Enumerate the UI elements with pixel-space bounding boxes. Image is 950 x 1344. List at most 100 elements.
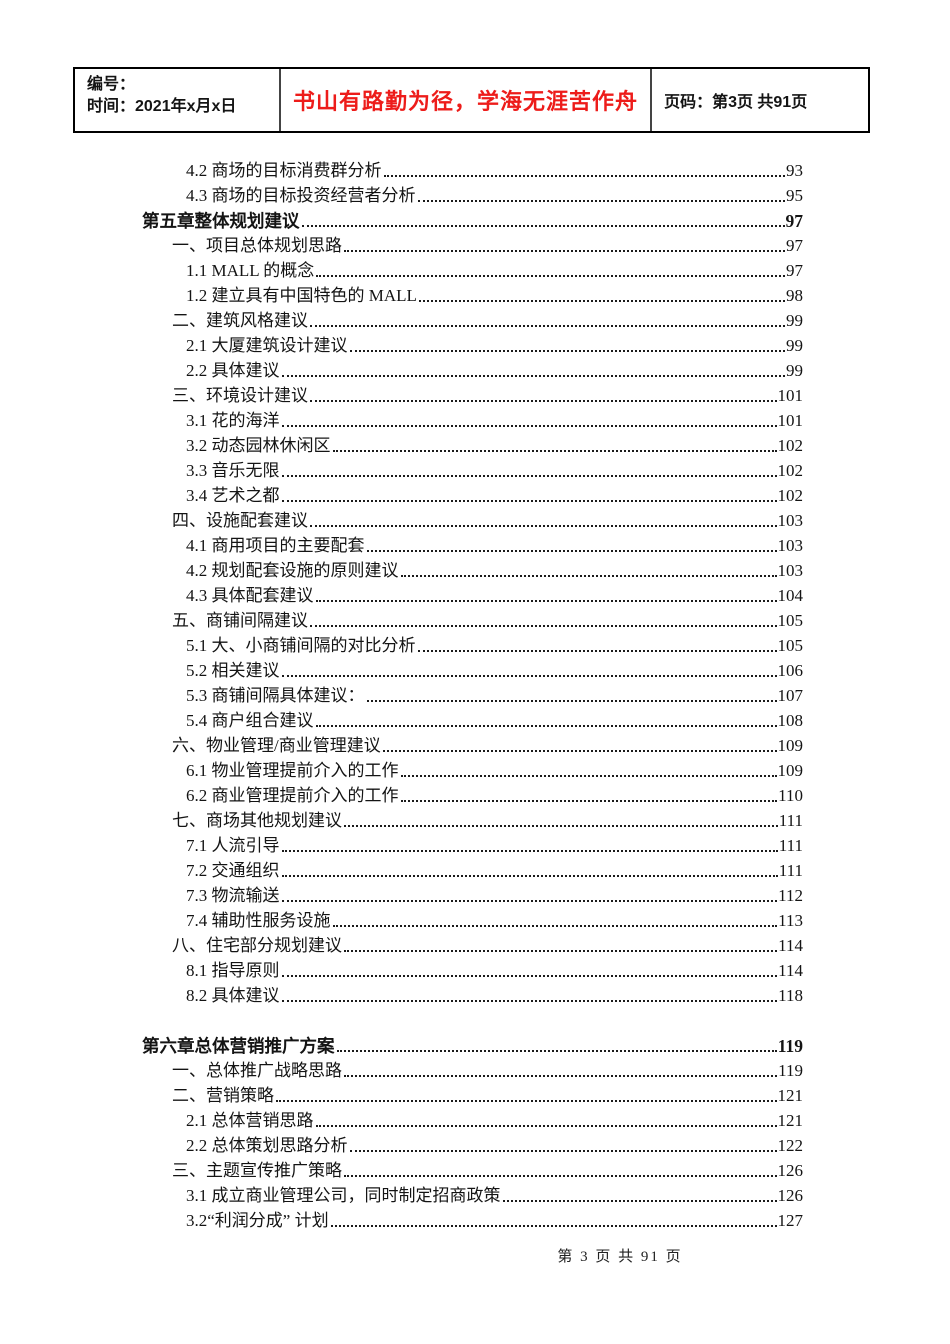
toc-entry[interactable]: 5.4 商户组合建议 108 [142,708,803,733]
toc-entry[interactable]: 3.2 动态园林休闲区 102 [142,433,803,458]
toc-entry-title: 二、建筑风格建议 [172,311,308,330]
toc-entry-title: 7.1 人流引导 [186,836,280,855]
toc-leader-dots [382,750,777,752]
toc-leader-dots [281,675,777,677]
toc-entry[interactable]: 4.2 规划配套设施的原则建议 103 [142,558,803,583]
toc-entry-page: 93 [786,161,803,180]
toc-entry-title: 7.3 物流输送 [186,886,280,905]
toc-entry-title: 5.1 大、小商铺间隔的对比分析 [186,636,416,655]
toc-entry[interactable]: 第六章总体营销推广方案 119 [142,1033,803,1058]
toc-entry-title: 6.2 商业管理提前介入的工作 [186,786,399,805]
toc-entry[interactable]: 7.2 交通组织 111 [142,858,803,883]
toc-leader-dots [281,500,777,502]
toc-entry[interactable]: 2.1 大厦建筑设计建议 99 [142,333,803,358]
toc-entry[interactable]: 5.1 大、小商铺间隔的对比分析 105 [142,633,803,658]
toc-entry-page: 111 [778,836,803,855]
toc-entry-title: 4.1 商用项目的主要配套 [186,536,365,555]
toc-entry[interactable]: 8.1 指导原则 114 [142,958,803,983]
toc-leader-dots [316,275,785,277]
toc-entry-title: 2.2 总体策划思路分析 [186,1136,348,1155]
toc-entry[interactable]: 7.3 物流输送 112 [142,883,803,908]
toc-entry-page: 126 [777,1161,804,1180]
header-pagenum-cell: 页码：第3页 共91页 [652,69,868,131]
toc-leader-dots [344,1075,778,1077]
toc-entry-page: 118 [778,986,803,1005]
toc-leader-dots [400,575,777,577]
toc-entry[interactable]: 三、主题宣传推广策略 126 [142,1158,803,1183]
toc-leader-dots [310,325,785,327]
toc-leader-dots [281,475,777,477]
header-time-label: 时间：2021年x月x日 [87,98,237,115]
toc-entry-title: 七、商场其他规划建议 [172,811,342,830]
toc-entry[interactable]: 一、总体推广战略思路 119 [142,1058,803,1083]
toc-entry[interactable]: 7.4 辅助性服务设施 113 [142,908,803,933]
toc-entry[interactable]: 3.4 艺术之都 102 [142,483,803,508]
toc-entry[interactable]: 一、项目总体规划思路 97 [142,233,803,258]
toc-entry-title: 5.4 商户组合建议 [186,711,314,730]
toc-entry-page: 101 [777,411,804,430]
toc-entry[interactable]: 1.2 建立具有中国特色的 MALL 98 [142,283,803,308]
toc-leader-dots [418,300,785,302]
toc-entry[interactable]: 第五章整体规划建议 97 [142,208,803,233]
toc-entry[interactable]: 8.2 具体建议 118 [142,983,803,1008]
toc-entry-title: 3.3 音乐无限 [186,461,280,480]
toc-entry-page: 99 [786,311,803,330]
toc-entry[interactable]: 三、环境设计建议 101 [142,383,803,408]
toc-entry[interactable]: 2.1 总体营销思路 121 [142,1108,803,1133]
toc-entry[interactable]: 4.3 具体配套建议 104 [142,583,803,608]
toc-entry-title: 2.1 总体营销思路 [186,1111,314,1130]
toc-leader-dots [330,1225,777,1227]
toc-entry-page: 111 [778,811,803,830]
toc-entry-title: 6.1 物业管理提前介入的工作 [186,761,399,780]
toc-leader-dots [281,1000,778,1002]
toc-entry-page: 111 [778,861,803,880]
toc-entry[interactable]: 3.1 成立商业管理公司，同时制定招商政策 126 [142,1183,803,1208]
toc-entry[interactable]: 5.3 商铺间隔具体建议： 107 [142,683,803,708]
toc-entry-page: 121 [777,1086,804,1105]
toc-entry[interactable]: 二、营销策略 121 [142,1083,803,1108]
toc-leader-dots [502,1200,777,1202]
toc-entry-page: 102 [777,461,804,480]
toc-entry[interactable]: 六、物业管理/商业管理建议 109 [142,733,803,758]
toc-leader-dots [344,950,778,952]
toc-entry[interactable]: 2.2 具体建议 99 [142,358,803,383]
toc-leader-dots [301,225,785,227]
toc-entry[interactable]: 4.3 商场的目标投资经营者分析 95 [142,183,803,208]
toc-entry-title: 三、主题宣传推广策略 [172,1161,342,1180]
toc-entry[interactable]: 5.2 相关建议 106 [142,658,803,683]
toc-entry[interactable]: 八、住宅部分规划建议 114 [142,933,803,958]
toc-entry-page: 112 [778,886,803,905]
toc-entry[interactable]: 3.3 音乐无限 102 [142,458,803,483]
toc-entry-title: 三、环境设计建议 [172,386,308,405]
toc-entry-page: 109 [777,761,804,780]
toc-leader-dots [315,725,777,727]
toc-entry[interactable]: 4.2 商场的目标消费群分析 93 [142,158,803,183]
toc-entry[interactable]: 6.2 商业管理提前介入的工作 110 [142,783,803,808]
toc-entry-title: 8.1 指导原则 [186,961,280,980]
toc-entry-title: 4.2 商场的目标消费群分析 [186,161,382,180]
toc-entry[interactable]: 七、商场其他规划建议 111 [142,808,803,833]
toc-entry-title: 7.4 辅助性服务设施 [186,911,331,930]
toc-leader-dots [400,800,778,802]
toc-entry-title: 5.3 商铺间隔具体建议： [186,686,365,705]
toc-entry[interactable]: 二、建筑风格建议 99 [142,308,803,333]
toc-entry-title: 四、设施配套建议 [172,511,308,530]
toc-entry-title: 一、项目总体规划思路 [172,236,342,255]
toc-entry[interactable]: 3.2“利润分成” 计划 127 [142,1208,803,1233]
table-of-contents: 4.2 商场的目标消费群分析 93 4.3 商场的目标投资经营者分析 95 第五… [142,158,803,1233]
toc-entry[interactable]: 4.1 商用项目的主要配套 103 [142,533,803,558]
toc-leader-dots [366,550,777,552]
toc-entry[interactable]: 2.2 总体策划思路分析 122 [142,1133,803,1158]
toc-entry[interactable]: 6.1 物业管理提前介入的工作 109 [142,758,803,783]
toc-entry-page: 102 [777,486,804,505]
toc-entry-page: 114 [778,961,803,980]
toc-entry-page: 103 [777,561,804,580]
toc-entry-page: 98 [786,286,803,305]
toc-entry-page: 110 [778,786,803,805]
toc-entry[interactable]: 3.1 花的海洋 101 [142,408,803,433]
toc-entry[interactable]: 四、设施配套建议 103 [142,508,803,533]
toc-entry[interactable]: 7.1 人流引导 111 [142,833,803,858]
toc-entry[interactable]: 五、商铺间隔建议 105 [142,608,803,633]
toc-entry[interactable]: 1.1 MALL 的概念 97 [142,258,803,283]
toc-entry-title: 7.2 交通组织 [186,861,280,880]
